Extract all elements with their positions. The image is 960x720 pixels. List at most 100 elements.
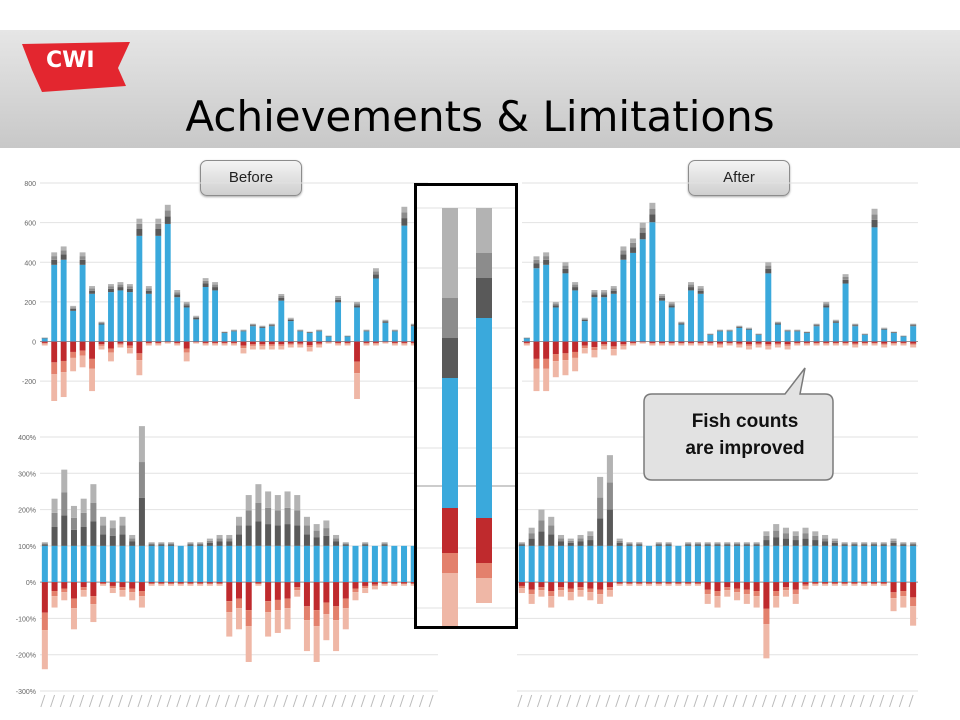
bar-segment [774, 322, 781, 324]
bar-segment-negative [581, 341, 588, 346]
bar-segment-negative [763, 624, 770, 659]
bar-segment-negative [707, 343, 714, 346]
bar-segment [616, 540, 623, 543]
bar-segment-negative [697, 341, 704, 343]
bar-segment-negative [736, 341, 743, 344]
bar-segment [591, 290, 598, 293]
bar-segment-negative [659, 341, 666, 343]
bar-segment [363, 330, 370, 332]
bar-segment [755, 334, 762, 342]
bar-segment [60, 250, 67, 255]
bar-segment [784, 329, 791, 331]
bar-segment [138, 462, 145, 498]
bar-segment [851, 542, 858, 544]
bar-segment-negative [89, 358, 95, 369]
bar-segment-negative [900, 342, 907, 344]
bar-segment [255, 502, 262, 522]
bar-segment-negative [659, 343, 666, 346]
x-category-tick [302, 694, 308, 708]
bar-segment [717, 330, 723, 332]
x-category-tick [283, 694, 289, 708]
bar-segment [284, 491, 291, 508]
bar-segment [221, 333, 228, 342]
after-absolute-chart [522, 182, 918, 392]
bar-segment-negative [597, 582, 604, 590]
bar-segment-negative [231, 341, 237, 343]
bar-segment [109, 545, 116, 583]
bar-segment [60, 254, 67, 260]
bar-segment-negative [601, 341, 608, 345]
bar-segment [694, 542, 701, 544]
bar-segment-negative [100, 583, 107, 585]
bar-segment [842, 274, 849, 277]
bar-segment [659, 297, 666, 301]
bar-segment-negative [391, 584, 398, 586]
bar-segment-negative [861, 583, 868, 585]
bar-segment [202, 280, 209, 284]
bar-segment [734, 542, 741, 544]
bar-segment [630, 252, 637, 342]
bar-segment [581, 317, 588, 319]
bar-segment-negative [187, 583, 194, 585]
bar-segment-negative [70, 582, 77, 599]
bar-segment-negative [410, 584, 417, 586]
bar-segment-negative [51, 596, 58, 608]
bar-segment-negative [518, 588, 525, 594]
bar-segment [354, 307, 360, 342]
bar-segment-negative [753, 596, 760, 608]
bar-segment [620, 250, 627, 255]
bar-segment-negative [352, 592, 359, 601]
x-category-tick [576, 694, 582, 708]
bar-segment [774, 324, 781, 342]
bar-segment-negative [371, 584, 378, 587]
bar-segment [70, 517, 77, 530]
bar-segment [335, 299, 342, 303]
bar-segment [724, 544, 731, 546]
bar-segment [235, 545, 243, 583]
bar-segment [870, 543, 878, 545]
bar-segment-negative [401, 583, 408, 585]
bar-segment-negative [606, 582, 613, 588]
bar-segment [109, 520, 116, 529]
bar-segment [792, 545, 799, 583]
bar-segment-negative [620, 344, 627, 346]
bar-segment [138, 497, 145, 546]
bar-segment-negative [649, 342, 656, 344]
bar-segment-negative [890, 341, 897, 343]
bar-segment [145, 286, 152, 289]
bar-segment-negative [294, 582, 301, 588]
bar-segment [782, 527, 789, 534]
bar-segment [646, 545, 653, 583]
bar-segment [323, 528, 330, 536]
callout-bubble [643, 367, 834, 481]
bar-segment [910, 545, 917, 583]
bar-segment [155, 228, 162, 236]
bar-segment [323, 545, 330, 583]
x-category-tick [859, 694, 865, 708]
bar-segment-negative [145, 343, 152, 346]
bar-segment [552, 301, 559, 304]
bar-segment [591, 292, 598, 295]
bar-segment [51, 545, 58, 583]
bar-segment-negative [543, 358, 550, 369]
bar-segment [518, 544, 525, 546]
bar-segment [842, 283, 849, 342]
bar-segment [626, 543, 633, 545]
bar-segment [231, 331, 237, 342]
bar-segment [287, 321, 294, 342]
bar-segment [597, 545, 604, 583]
bar-segment [649, 208, 656, 215]
bar-segment [255, 484, 262, 503]
bar-segment-negative [221, 341, 228, 343]
bar-segment-negative [371, 582, 378, 585]
bar-segment [581, 319, 588, 322]
bar-segment [659, 295, 666, 298]
bar-segment-negative [391, 342, 398, 344]
bar-segment [601, 292, 608, 295]
bar-segment-negative [900, 341, 907, 343]
x-category-tick [351, 694, 356, 708]
bar-segment [616, 542, 623, 546]
bar-segment [235, 516, 243, 526]
bar-segment-negative [533, 358, 540, 369]
bar-segment [51, 259, 58, 265]
